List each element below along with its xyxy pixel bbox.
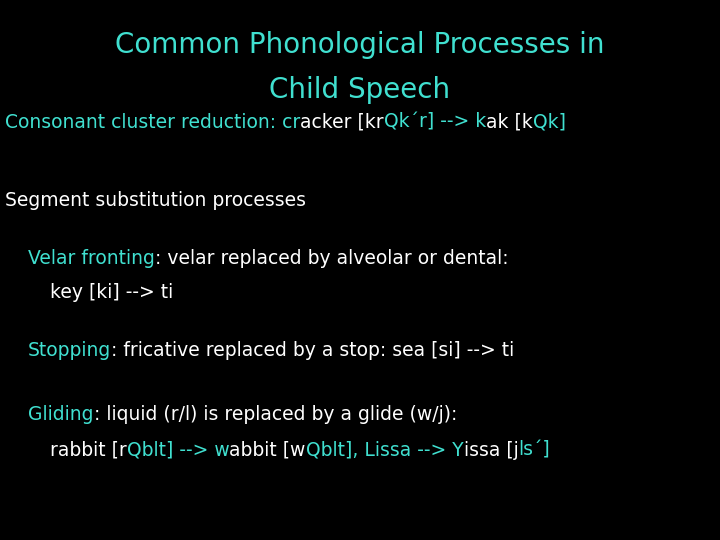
Text: Gliding: Gliding xyxy=(28,404,94,423)
Text: key [ki] --> ti: key [ki] --> ti xyxy=(50,282,174,301)
Text: Qblt], Lissa --> Y: Qblt], Lissa --> Y xyxy=(306,441,464,460)
Text: rabbit [r: rabbit [r xyxy=(50,441,127,460)
Text: : velar replaced by alveolar or dental:: : velar replaced by alveolar or dental: xyxy=(155,248,508,267)
Text: abbit [w: abbit [w xyxy=(230,441,306,460)
Text: Consonant cluster reduction: cr: Consonant cluster reduction: cr xyxy=(5,112,300,132)
Text: Segment substitution processes: Segment substitution processes xyxy=(5,191,306,210)
Text: Qk]: Qk] xyxy=(533,112,566,132)
Text: ak [k: ak [k xyxy=(486,112,533,132)
Text: Qblt] --> w: Qblt] --> w xyxy=(127,441,230,460)
Text: Qk´r] --> k: Qk´r] --> k xyxy=(384,112,486,132)
Text: acker [kr: acker [kr xyxy=(300,112,384,132)
Text: Stopping: Stopping xyxy=(28,341,112,360)
Text: issa [j: issa [j xyxy=(464,441,518,460)
Text: Velar fronting: Velar fronting xyxy=(28,248,155,267)
Text: : liquid (r/l) is replaced by a glide (w/j):: : liquid (r/l) is replaced by a glide (w… xyxy=(94,404,457,423)
Text: : fricative replaced by a stop: sea [si] --> ti: : fricative replaced by a stop: sea [si]… xyxy=(112,341,515,360)
Text: Child Speech: Child Speech xyxy=(269,76,451,104)
Text: ls´]: ls´] xyxy=(518,441,550,460)
Text: Common Phonological Processes in: Common Phonological Processes in xyxy=(115,31,605,59)
